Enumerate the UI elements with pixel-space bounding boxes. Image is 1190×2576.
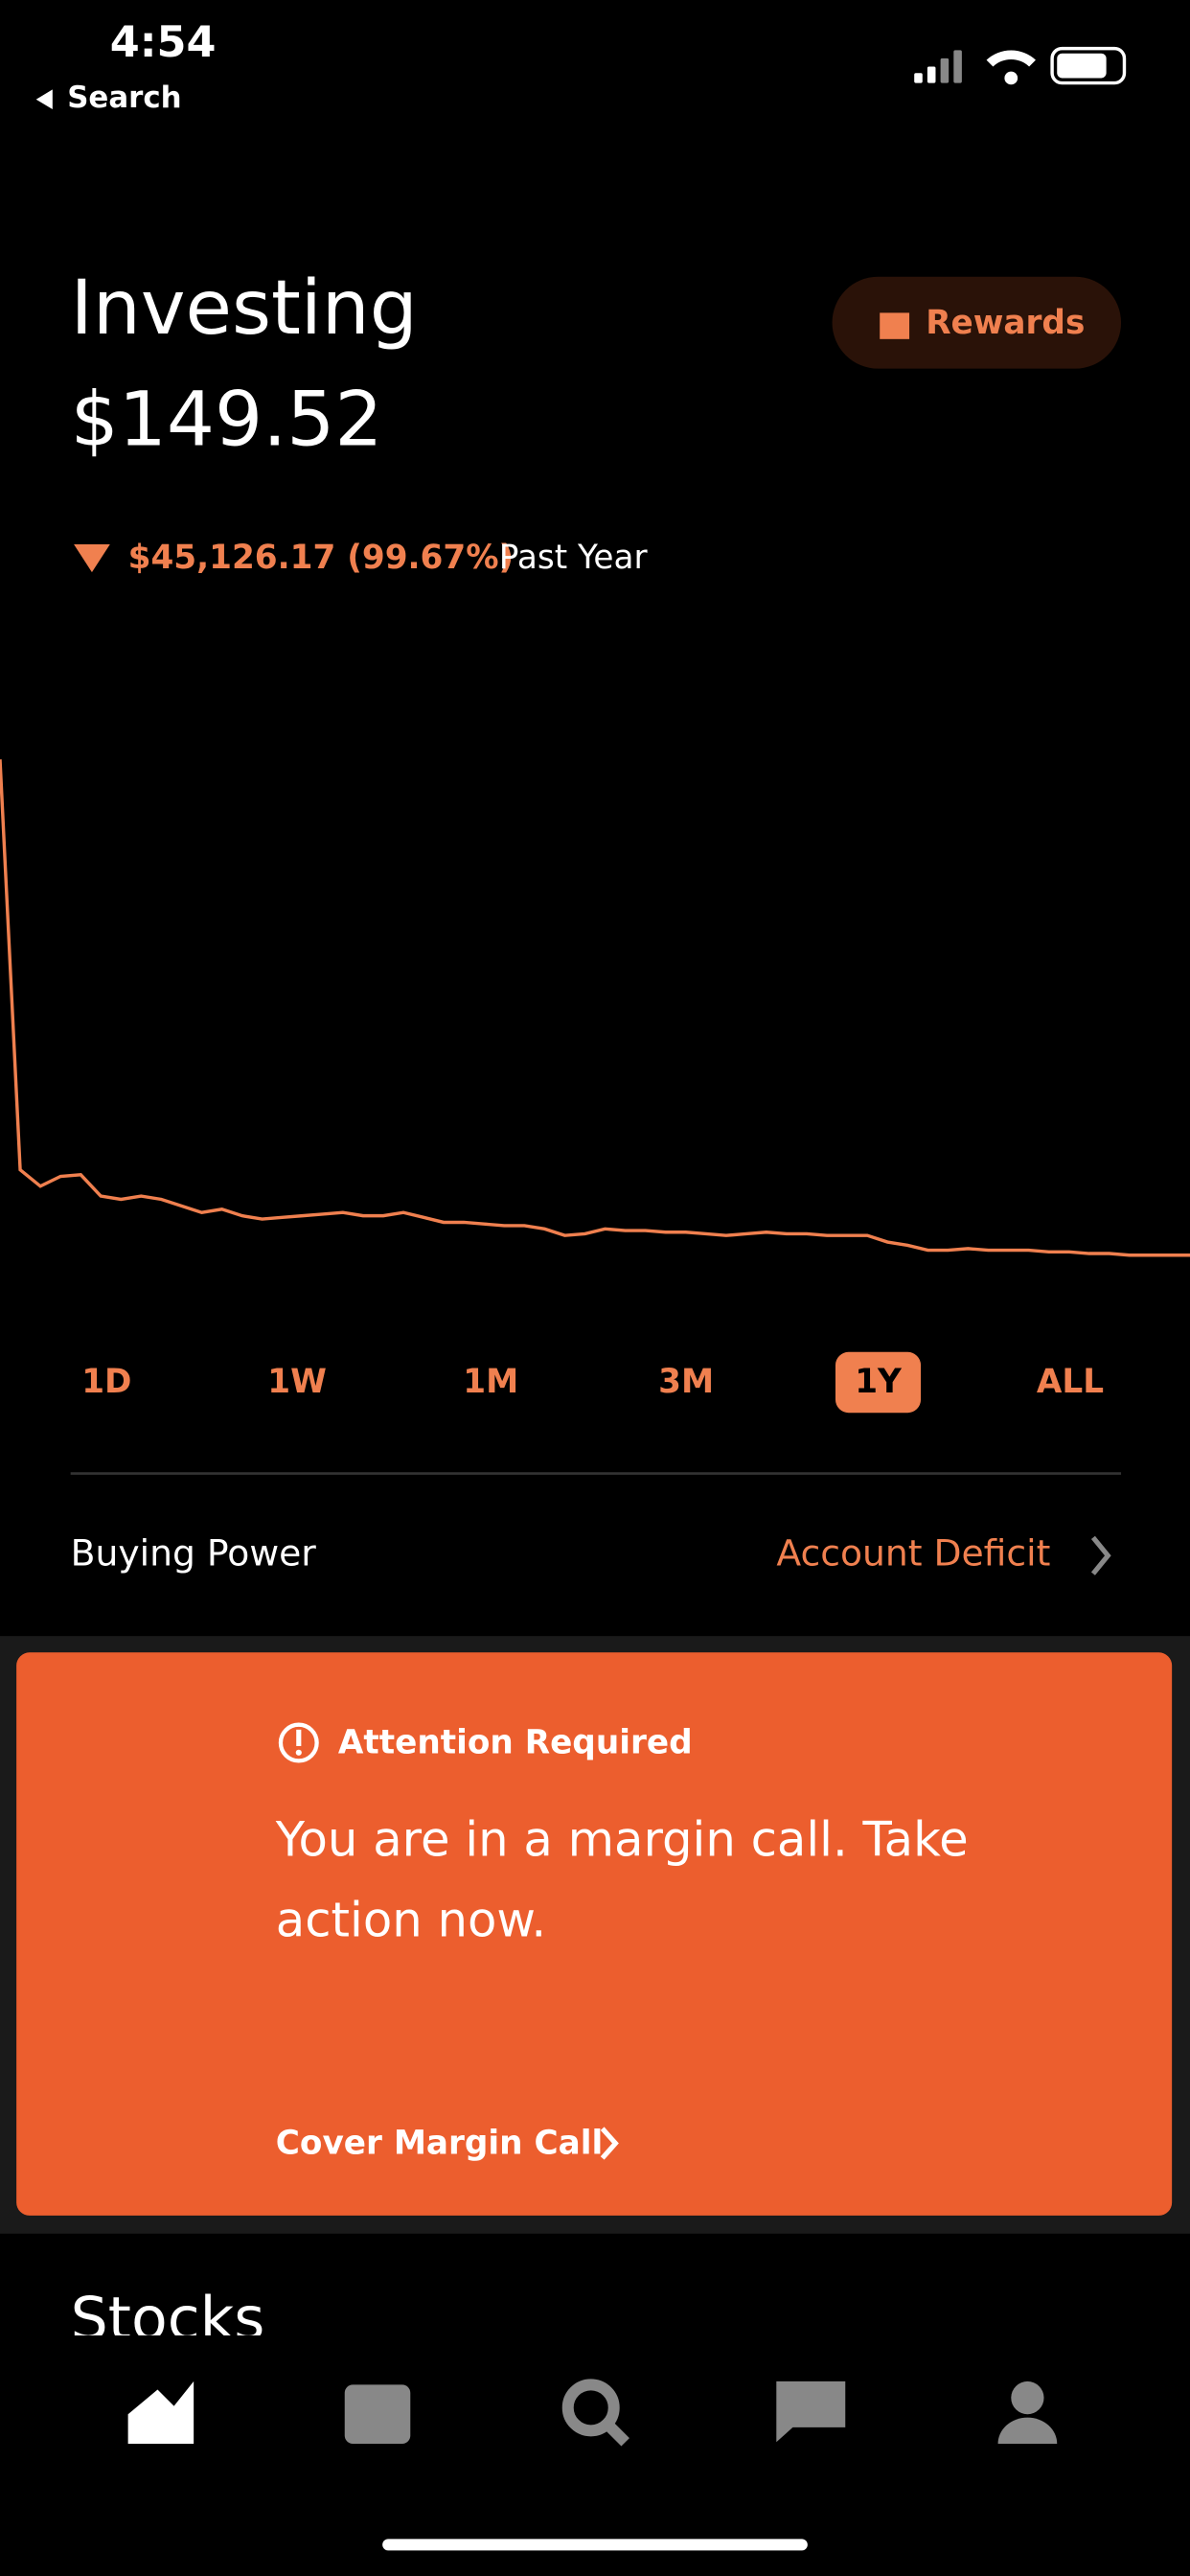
change-period: Past Year [499, 539, 649, 577]
tab-bar [0, 2334, 1190, 2576]
range-option[interactable]: 1W [267, 1363, 327, 1401]
range-option[interactable]: 3M [658, 1363, 714, 1401]
alert-action[interactable]: Cover Margin Call [276, 2125, 603, 2163]
alert-icon [278, 1722, 319, 1763]
price-line [0, 759, 1190, 1257]
down-arrow [74, 543, 110, 573]
buying-power-label: Buying Power [71, 1532, 317, 1575]
status-icons [914, 46, 1127, 85]
alert-icon-dot [295, 1749, 302, 1756]
range-option[interactable]: 1Y [855, 1363, 903, 1401]
back-arrow[interactable] [35, 89, 53, 109]
range-option[interactable]: 1M [463, 1363, 518, 1401]
change-amount: $45,126.17 (99.67%) [128, 539, 515, 577]
range-selected [835, 1351, 922, 1414]
chevron [1090, 1535, 1111, 1576]
status-time: 4:54 [110, 17, 217, 67]
rewards-button[interactable] [832, 276, 1122, 369]
alert-message: You are in a margin call. Take [275, 1812, 969, 1868]
tab-search[interactable] [561, 2379, 629, 2447]
page-title: Investing [71, 264, 418, 352]
range-option[interactable]: ALL [1037, 1363, 1104, 1401]
alert-card[interactable] [16, 1652, 1173, 2216]
tab-wallet[interactable] [344, 2384, 411, 2445]
tab-messages[interactable] [776, 2380, 846, 2443]
home-indicator [382, 2539, 808, 2551]
range-selector: 1D 1W 1M 3M 1Y ALL [81, 1351, 1104, 1414]
tab-profile[interactable] [997, 2380, 1058, 2445]
range-option[interactable]: 1D [81, 1363, 131, 1401]
rewards-label[interactable]: Rewards [926, 304, 1085, 342]
alert-message: action now. [276, 1892, 546, 1947]
chevron [600, 2127, 619, 2160]
balance: $149.52 [71, 375, 383, 463]
gift-icon [880, 312, 910, 339]
back-link[interactable]: Search [67, 80, 181, 115]
buying-power-value[interactable]: Account Deficit [776, 1532, 1050, 1575]
tab-investing[interactable] [127, 2380, 195, 2445]
alert-icon-bar [296, 1729, 302, 1746]
alert-title: Attention Required [338, 1724, 693, 1762]
chart [0, 759, 1190, 1257]
